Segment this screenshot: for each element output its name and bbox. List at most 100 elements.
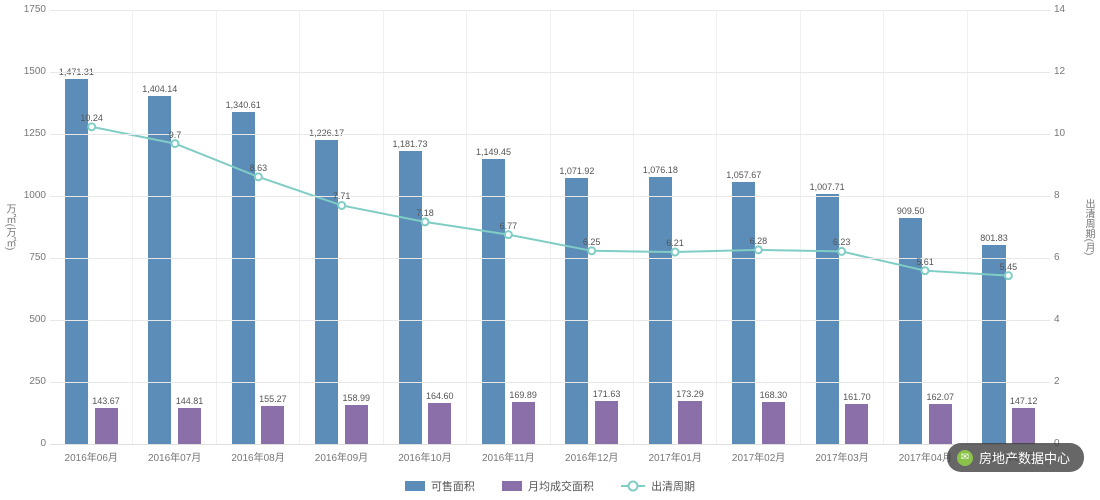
y-tick-left: 1500 — [12, 66, 46, 77]
bar-label: 161.70 — [843, 392, 871, 402]
bar-label: 169.89 — [509, 390, 537, 400]
bar-label: 1,071.92 — [559, 166, 594, 176]
clearance-point-label: 5.61 — [916, 257, 934, 267]
y-tick-left: 1750 — [12, 4, 46, 15]
y-tick-right: 8 — [1054, 190, 1080, 201]
clearance-marker — [422, 218, 429, 225]
category-slot: 1,007.71161.702017年03月 — [801, 10, 884, 444]
clearance-marker — [1005, 272, 1012, 279]
swatch-icon — [621, 481, 645, 491]
clearance-marker — [838, 248, 845, 255]
bar-label: 173.29 — [676, 389, 704, 399]
x-category-label: 2016年10月 — [384, 444, 466, 464]
clearance-point-label: 6.23 — [833, 237, 851, 247]
x-category-label: 2016年06月 — [50, 444, 132, 464]
y-tick-right: 14 — [1054, 4, 1080, 15]
bar-monthly_avg: 171.63 — [595, 401, 618, 444]
bar-available: 1,340.61 — [232, 112, 255, 444]
watermark-text: 房地产数据中心 — [979, 448, 1070, 467]
x-category-label: 2016年07月 — [133, 444, 215, 464]
clearance-marker — [755, 246, 762, 253]
y-tick-right: 10 — [1054, 128, 1080, 139]
category-slot: 1,057.67168.302017年02月 — [717, 10, 800, 444]
legend-item-available: 可售面积 — [405, 478, 475, 494]
bar-monthly_avg: 173.29 — [678, 401, 701, 444]
bar-available: 1,181.73 — [399, 151, 422, 444]
bar-monthly_avg: 161.70 — [845, 404, 868, 444]
chat-icon: ✉ — [957, 450, 973, 466]
y-tick-left: 1000 — [12, 190, 46, 201]
swatch-icon — [502, 481, 522, 491]
bar-monthly_avg: 147.12 — [1012, 408, 1035, 444]
legend-item-clearance: 出清周期 — [621, 478, 695, 494]
bar-monthly_avg: 155.27 — [261, 406, 284, 445]
x-category-label: 2016年12月 — [551, 444, 633, 464]
clearance-marker — [255, 173, 262, 180]
clearance-point-label: 6.25 — [583, 237, 601, 247]
bar-label: 158.99 — [343, 393, 371, 403]
bar-monthly_avg: 169.89 — [512, 402, 535, 444]
plot-area: 万㎡(万㎡) 出清周期(月) 1,471.31143.672016年06月1,4… — [50, 10, 1050, 445]
bar-monthly_avg: 143.67 — [95, 408, 118, 444]
gridline — [50, 320, 1050, 321]
clearance-marker — [172, 140, 179, 147]
legend-item-monthly: 月均成交面积 — [502, 478, 594, 494]
bar-label: 143.67 — [92, 396, 120, 406]
y-tick-left: 250 — [12, 376, 46, 387]
bar-label: 155.27 — [259, 394, 287, 404]
bar-monthly_avg: 162.07 — [929, 404, 952, 444]
chart-container: 万㎡(万㎡) 出清周期(月) 1,471.31143.672016年06月1,4… — [0, 0, 1100, 500]
y-axis-right-label: 出清周期(月) — [1081, 199, 1096, 256]
clearance-marker — [505, 231, 512, 238]
y-tick-left: 0 — [12, 438, 46, 449]
x-category-label: 2017年01月 — [634, 444, 716, 464]
bar-monthly_avg: 158.99 — [345, 405, 368, 444]
clearance-point-label: 6.77 — [500, 221, 518, 231]
bar-label: 171.63 — [593, 389, 621, 399]
gridline — [50, 382, 1050, 383]
watermark-badge: ✉ 房地产数据中心 — [947, 443, 1084, 472]
gridline — [50, 196, 1050, 197]
gridline — [50, 258, 1050, 259]
x-category-label: 2016年08月 — [217, 444, 299, 464]
y-tick-right: 2 — [1054, 376, 1080, 387]
bar-available: 1,071.92 — [565, 178, 588, 444]
bar-label: 801.83 — [980, 233, 1008, 243]
line-series-svg — [50, 10, 350, 160]
legend-label: 可售面积 — [431, 478, 475, 494]
category-slot: 1,071.92171.632016年12月 — [551, 10, 634, 444]
bar-label: 162.07 — [926, 392, 954, 402]
legend: 可售面积 月均成交面积 出清周期 — [0, 478, 1100, 494]
category-slot: 1,076.18173.292017年01月 — [634, 10, 717, 444]
clearance-point-label: 9.7 — [169, 130, 182, 140]
gridline — [50, 134, 1050, 135]
y-tick-right: 12 — [1054, 66, 1080, 77]
clearance-marker — [88, 123, 95, 130]
bar-available: 1,076.18 — [649, 177, 672, 444]
y-axis-left-label: 万㎡(万㎡) — [2, 204, 17, 251]
x-category-label: 2016年09月 — [300, 444, 382, 464]
legend-label: 月均成交面积 — [528, 478, 594, 494]
bar-label: 1,181.73 — [393, 139, 428, 149]
x-category-label: 2017年02月 — [717, 444, 799, 464]
clearance-point-label: 7.18 — [416, 208, 434, 218]
bar-available: 1,226.17 — [315, 140, 338, 444]
legend-label: 出清周期 — [651, 478, 695, 494]
y-tick-left: 750 — [12, 252, 46, 263]
gridline — [50, 10, 1050, 11]
bar-label: 1,007.71 — [810, 182, 845, 192]
clearance-point-label: 7.71 — [333, 191, 351, 201]
clearance-marker — [588, 247, 595, 254]
x-category-label: 2016年11月 — [467, 444, 549, 464]
bar-label: 168.30 — [760, 390, 788, 400]
bar-monthly_avg: 144.81 — [178, 408, 201, 444]
y-tick-right: 6 — [1054, 252, 1080, 263]
gridline — [50, 72, 1050, 73]
bar-label: 1,076.18 — [643, 165, 678, 175]
clearance-point-label: 6.21 — [666, 238, 684, 248]
bar-label: 147.12 — [1010, 396, 1038, 406]
y-tick-right: 4 — [1054, 314, 1080, 325]
category-slot: 801.83147.122017年05月 — [968, 10, 1050, 444]
clearance-marker — [672, 249, 679, 256]
bar-label: 1,149.45 — [476, 147, 511, 157]
